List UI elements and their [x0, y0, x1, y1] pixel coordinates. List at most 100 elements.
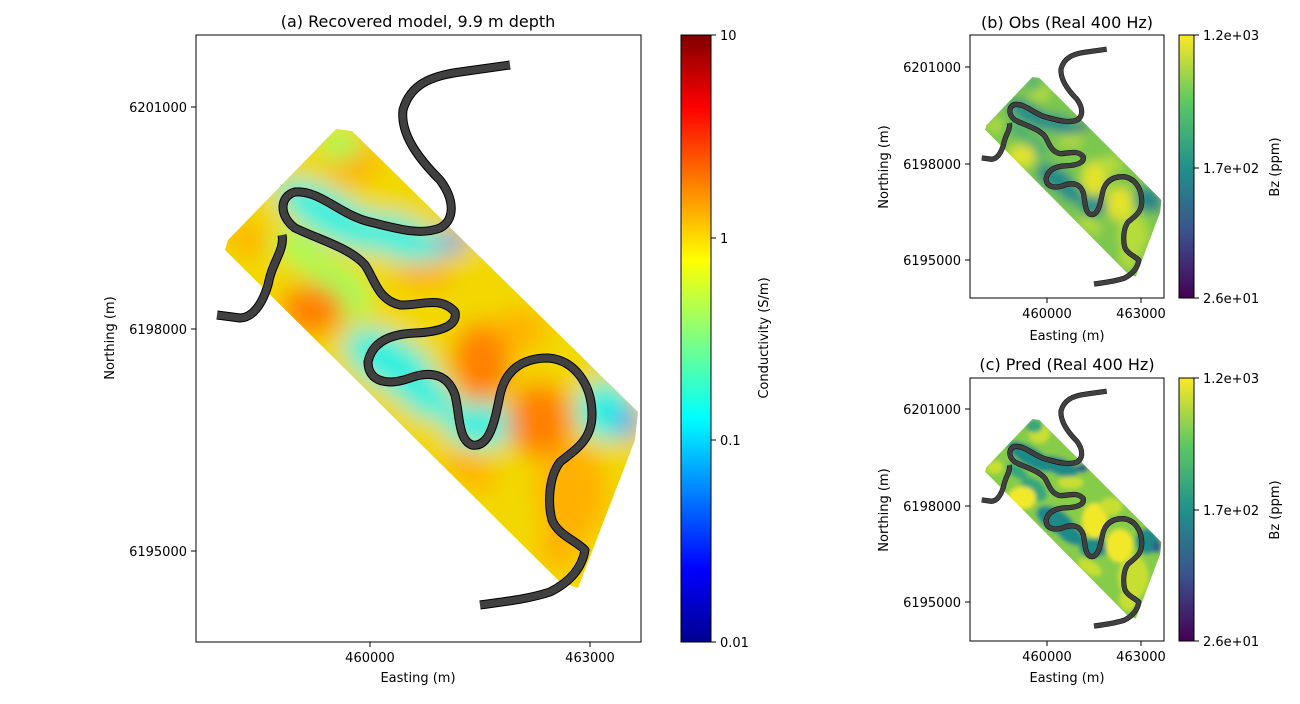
y-axis-label: Northing (m): [877, 468, 892, 551]
field-background: [225, 129, 638, 588]
river-tributary-fill: [981, 122, 1012, 162]
field-anomaly: [1057, 476, 1084, 489]
river-tributary-outline: [981, 464, 1013, 504]
y-tick-label: 6195000: [129, 545, 187, 560]
axes-frame: [195, 34, 642, 643]
colorbar-tick-label: 1.2e+03: [1203, 372, 1259, 387]
y-axis-label: Northing (m): [103, 296, 118, 379]
chart-title: (a) Recovered model, 9.9 m depth: [281, 12, 556, 31]
x-tick-label: 460000: [1022, 307, 1072, 322]
y-tick-label: 6198000: [903, 500, 961, 515]
y-tick-label: 6201000: [903, 403, 961, 418]
bz-observed-map: [985, 77, 1162, 277]
field-anomaly: [1078, 558, 1102, 576]
field-anomaly: [540, 520, 580, 570]
river-outline: [216, 60, 597, 610]
river-channel-fill: [279, 61, 596, 609]
field-anomaly: [452, 322, 512, 402]
field-anomaly: [494, 310, 546, 350]
colorbar-tick-label: 10: [720, 29, 737, 44]
y-tick-label: 6201000: [129, 101, 187, 116]
field-anomaly: [395, 261, 455, 289]
field-anomaly: [1025, 419, 1043, 433]
river-tributary-outline: [216, 234, 287, 323]
colorbar-label: Conductivity (S/m): [757, 277, 772, 398]
river-tributary-fill: [216, 234, 286, 322]
field-anomaly: [1025, 77, 1043, 91]
x-ticks: 460000 463000: [345, 642, 615, 666]
field-anomaly: [1099, 155, 1123, 174]
chart-title: (b) Obs (Real 400 Hz): [981, 13, 1153, 32]
river-channel-outline: [1007, 388, 1145, 629]
panel-a: (a) Recovered model, 9.9 m depth 460000 …: [103, 12, 772, 686]
x-tick-label: 463000: [1116, 307, 1166, 322]
field-anomaly: [1008, 486, 1036, 510]
field-anomaly: [1076, 463, 1088, 473]
panel-b: (b) Obs (Real 400 Hz) 460000 463000 6201…: [877, 13, 1283, 344]
field-anomaly: [1152, 539, 1162, 554]
colorbar-tick-label: 2.6e+01: [1203, 292, 1259, 307]
river-outline: [981, 388, 1145, 629]
axes-frame: [969, 377, 1165, 642]
colorbar-label: Bz (ppm): [1268, 137, 1283, 196]
colorbar-tick-label: 2.6e+01: [1203, 635, 1259, 650]
field-anomaly: [1105, 187, 1134, 221]
field-anomaly: [985, 118, 1004, 132]
colorbar-tick-label: 1.2e+03: [1203, 29, 1259, 44]
colorbar-label: Bz (ppm): [1268, 480, 1283, 539]
field-anomaly: [1076, 121, 1088, 131]
river-channel-fill: [1007, 47, 1144, 287]
field-anomaly: [1105, 529, 1134, 563]
field-anomaly: [1078, 216, 1102, 234]
field-anomaly: [1099, 497, 1123, 516]
y-tick-label: 6198000: [129, 323, 187, 338]
river-tributary-fill: [981, 464, 1012, 504]
x-axis-label: Easting (m): [1029, 329, 1104, 344]
y-tick-label: 6195000: [903, 596, 961, 611]
colorbar-tick-label: 1.7e+02: [1203, 162, 1259, 177]
field-anomaly: [1008, 144, 1036, 168]
colorbar: 1.2e+03 1.7e+02 2.6e+01 Bz (ppm): [1178, 29, 1283, 307]
colorbar-tick-label: 1: [720, 232, 728, 247]
colorbar: 1.2e+03 1.7e+02 2.6e+01 Bz (ppm): [1178, 372, 1283, 650]
x-axis-label: Easting (m): [1029, 671, 1104, 686]
axes-frame: [969, 34, 1165, 299]
x-tick-label: 463000: [565, 651, 615, 666]
field-background: [985, 77, 1162, 277]
river-outline: [981, 46, 1145, 287]
y-tick-label: 6195000: [903, 254, 961, 269]
field-anomaly: [1057, 134, 1084, 147]
river-channel-outline: [1007, 46, 1145, 287]
conductivity-map: [225, 129, 638, 588]
chart-title: (c) Pred (Real 400 Hz): [979, 355, 1154, 374]
y-axis-label: Northing (m): [877, 125, 892, 208]
river-tributary-outline: [981, 122, 1013, 162]
field-anomaly: [1082, 160, 1108, 196]
x-axis-label: Easting (m): [380, 671, 455, 686]
field-background: [985, 419, 1162, 619]
x-tick-label: 463000: [1116, 650, 1166, 665]
field-anomaly: [276, 179, 384, 251]
field-anomaly: [985, 460, 1004, 474]
colorbar-tick-label: 0.1: [720, 434, 741, 449]
y-ticks: 6201000 6198000 6195000: [129, 101, 196, 560]
river-channel-outline: [278, 60, 597, 610]
field-anomaly: [1082, 502, 1108, 538]
panel-c: (c) Pred (Real 400 Hz) 460000 463000 620…: [877, 355, 1283, 686]
field-anomaly: [618, 406, 638, 438]
field-anomaly: [438, 232, 466, 252]
y-tick-label: 6198000: [903, 158, 961, 173]
colorbar-tick-label: 1.7e+02: [1203, 504, 1259, 519]
field-anomaly: [274, 231, 326, 269]
colorbar: 10 1 0.1 0.01 Conductivity (S/m): [680, 29, 772, 651]
river-channel-fill: [1007, 389, 1144, 629]
x-tick-label: 460000: [1022, 650, 1072, 665]
field-anomaly: [227, 225, 267, 255]
field-anomaly: [280, 284, 344, 336]
bz-predicted-map: [985, 419, 1162, 619]
field-anomaly: [320, 130, 360, 160]
x-tick-label: 460000: [345, 651, 395, 666]
field-anomaly: [508, 382, 572, 458]
y-tick-label: 6201000: [903, 61, 961, 76]
